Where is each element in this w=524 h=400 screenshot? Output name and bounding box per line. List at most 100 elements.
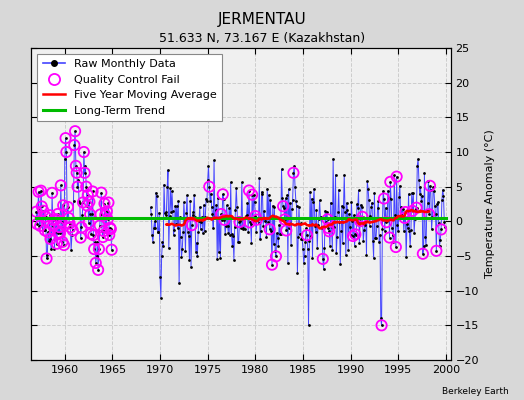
Point <box>335 219 344 225</box>
Point <box>388 232 397 239</box>
Point <box>303 232 311 238</box>
Point <box>283 192 291 198</box>
Point <box>423 200 432 206</box>
Point <box>268 262 276 268</box>
Point <box>437 226 445 233</box>
Point <box>300 253 309 259</box>
Point <box>259 222 267 229</box>
Point <box>242 213 250 219</box>
Point <box>248 192 256 198</box>
Point <box>38 227 47 234</box>
Point <box>173 225 182 232</box>
Point <box>38 203 46 210</box>
Point <box>270 204 279 210</box>
Point <box>223 223 232 229</box>
Point <box>266 226 274 232</box>
Point <box>432 248 441 254</box>
Point <box>280 205 288 211</box>
Point <box>251 213 259 219</box>
Point <box>297 236 305 242</box>
Point <box>82 184 91 190</box>
Point <box>154 228 162 235</box>
Point <box>225 205 233 211</box>
Point <box>52 216 60 222</box>
Point <box>331 214 339 220</box>
Point <box>147 211 156 218</box>
Point <box>370 190 379 196</box>
Point <box>89 232 97 238</box>
Point <box>172 221 180 228</box>
Point <box>272 230 281 236</box>
Point <box>300 260 308 266</box>
Point <box>301 239 310 245</box>
Point <box>91 239 99 245</box>
Point <box>64 204 72 210</box>
Point <box>325 228 333 234</box>
Point <box>403 221 411 228</box>
Point <box>403 225 412 232</box>
Point <box>52 216 60 222</box>
Point <box>380 228 389 234</box>
Point <box>401 209 410 215</box>
Point <box>345 211 353 217</box>
Point <box>374 198 383 204</box>
Point <box>73 184 82 190</box>
Point <box>60 242 68 248</box>
Point <box>417 197 425 204</box>
Point <box>63 214 71 221</box>
Point <box>407 227 415 233</box>
Point <box>100 228 108 234</box>
Point <box>196 226 205 232</box>
Point <box>351 231 359 238</box>
Point <box>419 250 427 257</box>
Point <box>46 236 54 242</box>
Point <box>272 253 280 260</box>
Point <box>413 163 421 169</box>
Point <box>311 222 319 229</box>
Point <box>71 128 79 134</box>
Point <box>265 192 273 198</box>
Point <box>77 224 85 230</box>
Point <box>72 163 80 169</box>
Point <box>331 172 340 178</box>
Point <box>313 245 321 251</box>
Point <box>299 246 307 252</box>
Point <box>107 246 116 253</box>
Point <box>418 193 426 200</box>
Point <box>253 216 261 223</box>
Point <box>224 230 233 236</box>
Point <box>319 256 327 262</box>
Point <box>84 220 93 226</box>
Point <box>412 204 421 211</box>
Point <box>151 225 159 232</box>
Point <box>252 228 260 235</box>
Point <box>357 202 365 208</box>
Point <box>401 209 410 215</box>
Point <box>33 221 41 227</box>
Point <box>47 246 56 252</box>
Point <box>81 163 90 169</box>
Point <box>285 186 293 192</box>
Point <box>250 198 259 205</box>
Point <box>246 219 254 226</box>
Point <box>376 232 384 238</box>
Point <box>261 214 270 221</box>
Point <box>192 239 201 246</box>
Point <box>435 243 444 249</box>
Point <box>100 200 108 207</box>
Point <box>201 214 210 220</box>
Point <box>150 218 159 224</box>
Point <box>191 214 199 220</box>
Point <box>340 172 348 178</box>
Point <box>74 176 82 183</box>
Point <box>44 229 52 236</box>
Point <box>39 208 48 214</box>
Point <box>365 223 374 229</box>
Point <box>62 149 71 155</box>
Point <box>374 204 382 211</box>
Point <box>428 214 436 220</box>
Point <box>48 190 56 196</box>
Point <box>362 214 370 221</box>
Point <box>323 216 332 222</box>
Point <box>431 211 440 217</box>
